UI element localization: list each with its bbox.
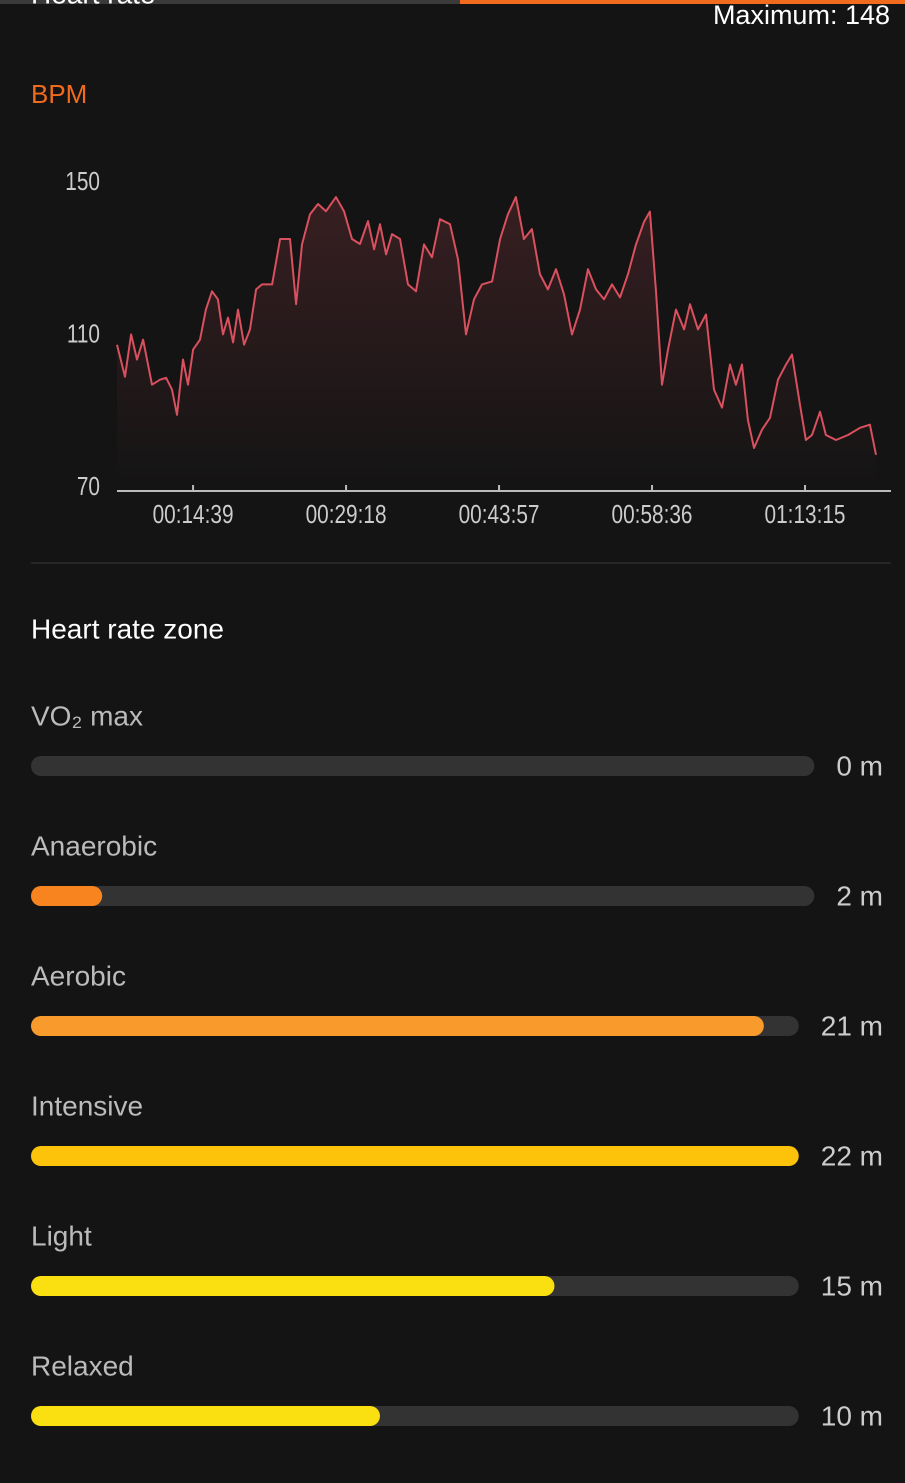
zone-value: 15 m [821, 1270, 883, 1301]
x-tick-label: 00:29:18 [306, 500, 387, 529]
zone-bar [31, 1276, 555, 1296]
zone-name: Relaxed [31, 1350, 134, 1381]
page-title: Heart rate [31, 0, 156, 9]
zone-bar [31, 1016, 764, 1036]
zone-name: Light [31, 1220, 92, 1251]
zone-bar [31, 886, 103, 906]
zone-value: 2 m [836, 880, 883, 911]
x-tick-label: 00:58:36 [612, 500, 693, 529]
y-tick-label: 110 [67, 319, 100, 348]
y-axis-label: BPM [31, 79, 87, 109]
y-tick-label: 70 [77, 472, 100, 501]
zone-bar [31, 1406, 380, 1426]
zone-value: 10 m [821, 1400, 883, 1431]
x-tick-label: 01:13:15 [765, 500, 846, 529]
y-tick-label: 150 [65, 167, 100, 196]
zone-name: Anaerobic [31, 830, 157, 861]
zone-track [31, 756, 815, 776]
heart-rate-line [116, 196, 877, 455]
zone-name: VO₂ max [31, 700, 143, 731]
zone-value: 21 m [821, 1010, 883, 1041]
x-tick-label: 00:14:39 [153, 500, 234, 529]
section-title: Heart rate zone [31, 613, 224, 644]
zone-name: Intensive [31, 1090, 143, 1121]
tab-indicator-track [0, 0, 460, 4]
tab-indicator [460, 0, 905, 4]
x-tick-label: 00:43:57 [459, 500, 540, 529]
zone-value: 22 m [821, 1140, 883, 1171]
area-fill [117, 197, 877, 488]
maximum: Maximum: 148 [713, 0, 890, 30]
zone-track [31, 886, 815, 906]
zone-name: Aerobic [31, 960, 126, 991]
zone-value: 0 m [836, 750, 883, 781]
zone-bar [31, 1146, 799, 1166]
